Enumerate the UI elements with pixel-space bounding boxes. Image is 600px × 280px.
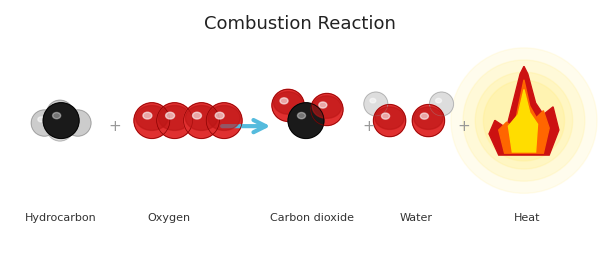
Ellipse shape (430, 92, 454, 116)
Text: Heat: Heat (514, 213, 540, 223)
Ellipse shape (414, 107, 443, 129)
Ellipse shape (53, 113, 61, 119)
Ellipse shape (185, 106, 218, 130)
Ellipse shape (143, 112, 152, 119)
Polygon shape (508, 89, 538, 152)
Ellipse shape (38, 117, 44, 122)
Ellipse shape (208, 106, 240, 130)
Ellipse shape (484, 80, 565, 161)
Ellipse shape (206, 103, 242, 138)
Ellipse shape (463, 60, 585, 181)
Polygon shape (489, 66, 559, 155)
Ellipse shape (319, 102, 327, 108)
Ellipse shape (382, 113, 389, 119)
Ellipse shape (157, 103, 193, 138)
Ellipse shape (436, 98, 442, 103)
Ellipse shape (375, 107, 404, 129)
Ellipse shape (65, 110, 91, 136)
Ellipse shape (136, 106, 168, 130)
Ellipse shape (298, 113, 305, 119)
Ellipse shape (31, 110, 58, 136)
Ellipse shape (311, 94, 343, 125)
Text: Water: Water (400, 213, 433, 223)
Ellipse shape (370, 98, 376, 103)
Ellipse shape (272, 89, 304, 122)
Ellipse shape (421, 113, 428, 119)
Ellipse shape (71, 117, 78, 122)
Ellipse shape (364, 92, 388, 116)
Ellipse shape (166, 112, 175, 119)
Polygon shape (499, 80, 549, 153)
Ellipse shape (451, 48, 597, 193)
Ellipse shape (193, 112, 202, 119)
Ellipse shape (47, 115, 73, 141)
Ellipse shape (184, 103, 220, 138)
Ellipse shape (288, 103, 324, 138)
Text: +: + (458, 119, 470, 134)
Ellipse shape (158, 106, 191, 130)
Ellipse shape (215, 112, 224, 119)
Ellipse shape (47, 100, 73, 126)
Text: +: + (362, 119, 375, 134)
Ellipse shape (280, 98, 288, 104)
Ellipse shape (274, 92, 302, 114)
Text: Carbon dioxide: Carbon dioxide (270, 213, 354, 223)
Ellipse shape (53, 122, 60, 127)
Text: Oxygen: Oxygen (147, 213, 190, 223)
Ellipse shape (373, 104, 406, 137)
Ellipse shape (134, 103, 170, 138)
Text: Hydrocarbon: Hydrocarbon (25, 213, 97, 223)
Text: Combustion Reaction: Combustion Reaction (204, 15, 396, 33)
Text: +: + (109, 119, 121, 134)
Ellipse shape (475, 72, 572, 169)
Ellipse shape (313, 96, 341, 118)
Ellipse shape (53, 107, 60, 112)
Ellipse shape (412, 104, 445, 137)
Ellipse shape (43, 103, 79, 138)
